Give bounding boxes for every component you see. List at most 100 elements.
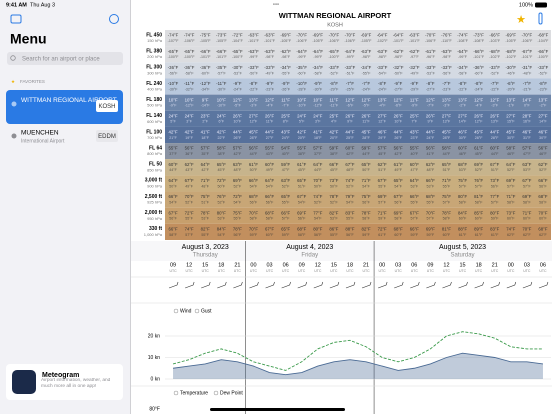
cell-temp: 68°F xyxy=(265,210,274,215)
cell-dew: 57°F xyxy=(185,233,193,237)
hour-unit: UTC xyxy=(475,269,483,273)
legend-toggle[interactable] xyxy=(173,390,179,396)
cell-dew: 54°F xyxy=(298,200,306,204)
cell-dew: 5°F xyxy=(299,120,305,124)
cell-temp: 70°F xyxy=(249,226,258,231)
cell-temp: -12°F xyxy=(200,81,211,86)
cell-dew: 59°F xyxy=(282,233,290,237)
cell-dew: -110°F xyxy=(441,39,452,43)
hour: 21 xyxy=(234,262,240,268)
hour: 00 xyxy=(250,262,256,268)
cell-dew: 58°F xyxy=(362,217,370,221)
cell-temp: -64°F xyxy=(313,49,324,54)
cell-temp: 55°F xyxy=(297,146,306,151)
legend-toggle[interactable] xyxy=(173,308,179,314)
cell-dew: 51°F xyxy=(491,168,499,172)
search-box[interactable] xyxy=(7,52,123,65)
cell-dew: -102°F xyxy=(505,55,517,59)
cell-temp: 56°F xyxy=(249,146,258,151)
cell-temp: -34°F xyxy=(313,65,324,70)
cell-dew: -55°F xyxy=(281,71,291,75)
cell-temp: 61°F xyxy=(249,162,258,167)
cell-temp: -70°F xyxy=(296,33,307,38)
cell-temp: 23°F xyxy=(201,113,210,118)
cell-temp: -31°F xyxy=(522,65,533,70)
cell-temp: -73°F xyxy=(216,33,227,38)
cell-dew: 28°F xyxy=(475,136,483,140)
cell-dew: -6°F xyxy=(347,104,355,108)
cell-dew: 12°F xyxy=(475,120,483,124)
cell-dew: 62°F xyxy=(507,233,515,237)
cell-dew: 16°F xyxy=(523,120,531,124)
cell-dew: -48°F xyxy=(522,71,532,75)
cell-temp: 60°F xyxy=(345,146,354,151)
cell-temp: 76°F xyxy=(217,194,226,199)
cell-dew: 25°F xyxy=(346,136,354,140)
cell-dew: -101°F xyxy=(409,39,421,43)
cell-temp: 13°F xyxy=(506,97,515,102)
cell-temp: 12°F xyxy=(490,97,499,102)
cell-dew: 50°F xyxy=(217,184,225,188)
row-bg xyxy=(165,110,551,127)
favorite-star[interactable]: ★ xyxy=(516,14,526,26)
cell-dew: 56°F xyxy=(234,233,242,237)
cell-temp: 26°F xyxy=(426,113,435,118)
cell-temp: 70°F xyxy=(538,210,547,215)
cell-temp: 71°F xyxy=(506,194,515,199)
cell-temp: -10°F xyxy=(168,81,179,86)
cell-dew: -104°F xyxy=(538,39,550,43)
cell-dew: -100°F xyxy=(232,55,244,59)
cell-temp: 72°F xyxy=(378,226,387,231)
cell-temp: 71°F xyxy=(201,178,210,183)
wind-barb xyxy=(233,281,243,289)
row-bg xyxy=(165,207,551,224)
cell-temp: -70°F xyxy=(329,33,340,38)
cell-temp: -68°F xyxy=(506,49,517,54)
cell-temp: -64°F xyxy=(393,33,404,38)
cell-temp: -66°F xyxy=(473,49,484,54)
date-band xyxy=(131,241,552,261)
cell-temp: 67°F xyxy=(297,194,306,199)
cell-dew: 53°F xyxy=(330,217,338,221)
hour: 03 xyxy=(524,262,530,268)
hour: 18 xyxy=(347,262,353,268)
cell-dew: 54°F xyxy=(346,200,354,204)
airport-title[interactable]: WITTMAN REGIONAL AIRPORT xyxy=(279,11,392,20)
day-date: August 3, 2023 xyxy=(182,244,229,251)
cell-temp: -30°F xyxy=(506,65,517,70)
cell-dew: -6°F xyxy=(395,104,403,108)
cell-temp: 66°F xyxy=(168,226,177,231)
cell-temp: 27°F xyxy=(249,113,258,118)
status-date: Thu Aug 3 xyxy=(30,2,55,8)
cell-temp: 71°F xyxy=(442,178,451,183)
thermometer-button[interactable] xyxy=(538,12,543,25)
cell-temp: 60°F xyxy=(458,146,467,151)
cell-dew: -99°F xyxy=(313,55,323,59)
home-indicator xyxy=(210,408,345,411)
cell-temp: 60°F xyxy=(265,162,274,167)
sidebar-toggle[interactable] xyxy=(10,14,22,24)
cell-temp: 80°F xyxy=(490,210,499,215)
cell-temp: 26°F xyxy=(233,113,242,118)
hour-unit: UTC xyxy=(202,269,210,273)
play-button[interactable] xyxy=(109,14,119,24)
cell-dew: 58°F xyxy=(539,200,547,204)
cell-dew: 28°F xyxy=(362,136,370,140)
level-label: 2,000 ft xyxy=(145,210,163,216)
cell-dew: -58°F xyxy=(458,71,468,75)
cell-temp: 66°F xyxy=(265,194,274,199)
cell-dew: 54°F xyxy=(217,233,225,237)
cell-temp: -7°F xyxy=(442,81,451,86)
cell-temp: 66°F xyxy=(410,194,419,199)
legend-toggle[interactable] xyxy=(213,390,219,396)
cell-dew: 60°F xyxy=(539,217,547,221)
cell-temp: 63°F xyxy=(522,162,531,167)
cell-dew: 43°F xyxy=(185,168,193,172)
wind-line xyxy=(172,352,544,376)
cell-dew: -99°F xyxy=(346,55,356,59)
cell-dew: 30°F xyxy=(459,136,467,140)
cell-dew: 58°F xyxy=(475,200,483,204)
legend-toggle[interactable] xyxy=(194,308,200,314)
favorite-selected[interactable] xyxy=(6,90,123,124)
cell-dew: 40°F xyxy=(282,152,290,156)
